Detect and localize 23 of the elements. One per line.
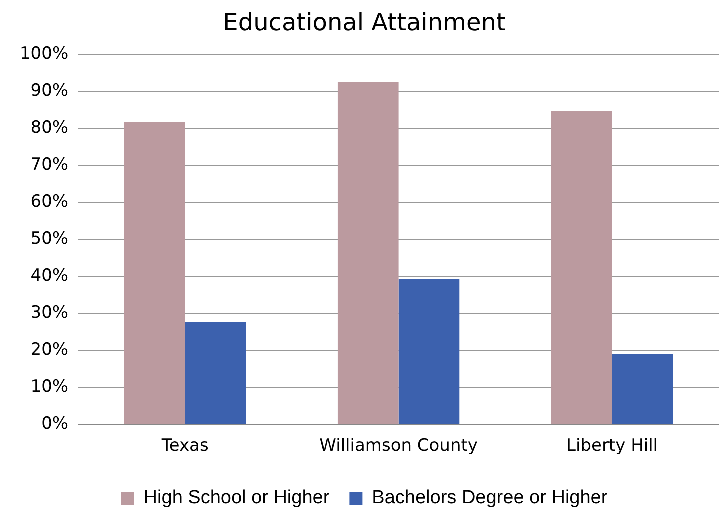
bar — [124, 122, 186, 424]
y-tick-label: 10% — [30, 377, 69, 398]
y-tick-label: 60% — [30, 192, 69, 212]
y-tick-label: 20% — [30, 340, 69, 360]
y-tick-label: 0% — [42, 414, 69, 434]
bar — [551, 111, 612, 424]
x-tick-label: Liberty Hill — [566, 436, 658, 456]
legend-label: Bachelors Degree or Higher — [372, 488, 608, 509]
y-tick-label: 70% — [30, 155, 69, 176]
bar — [185, 322, 246, 424]
legend-label: High School or Higher — [144, 488, 330, 509]
y-tick-label: 30% — [30, 303, 69, 324]
y-tick-label: 40% — [30, 266, 69, 286]
y-tick-label: 80% — [30, 118, 69, 138]
x-tick-label: Williamson County — [320, 436, 478, 456]
x-tick-label: Texas — [160, 436, 209, 456]
chart-title: Educational Attainment — [223, 8, 506, 37]
bar — [398, 279, 460, 424]
y-tick-label: 100% — [20, 44, 69, 64]
bar — [338, 82, 399, 424]
y-tick-label: 90% — [30, 81, 69, 102]
bar — [612, 354, 674, 424]
y-tick-label: 50% — [30, 229, 69, 250]
